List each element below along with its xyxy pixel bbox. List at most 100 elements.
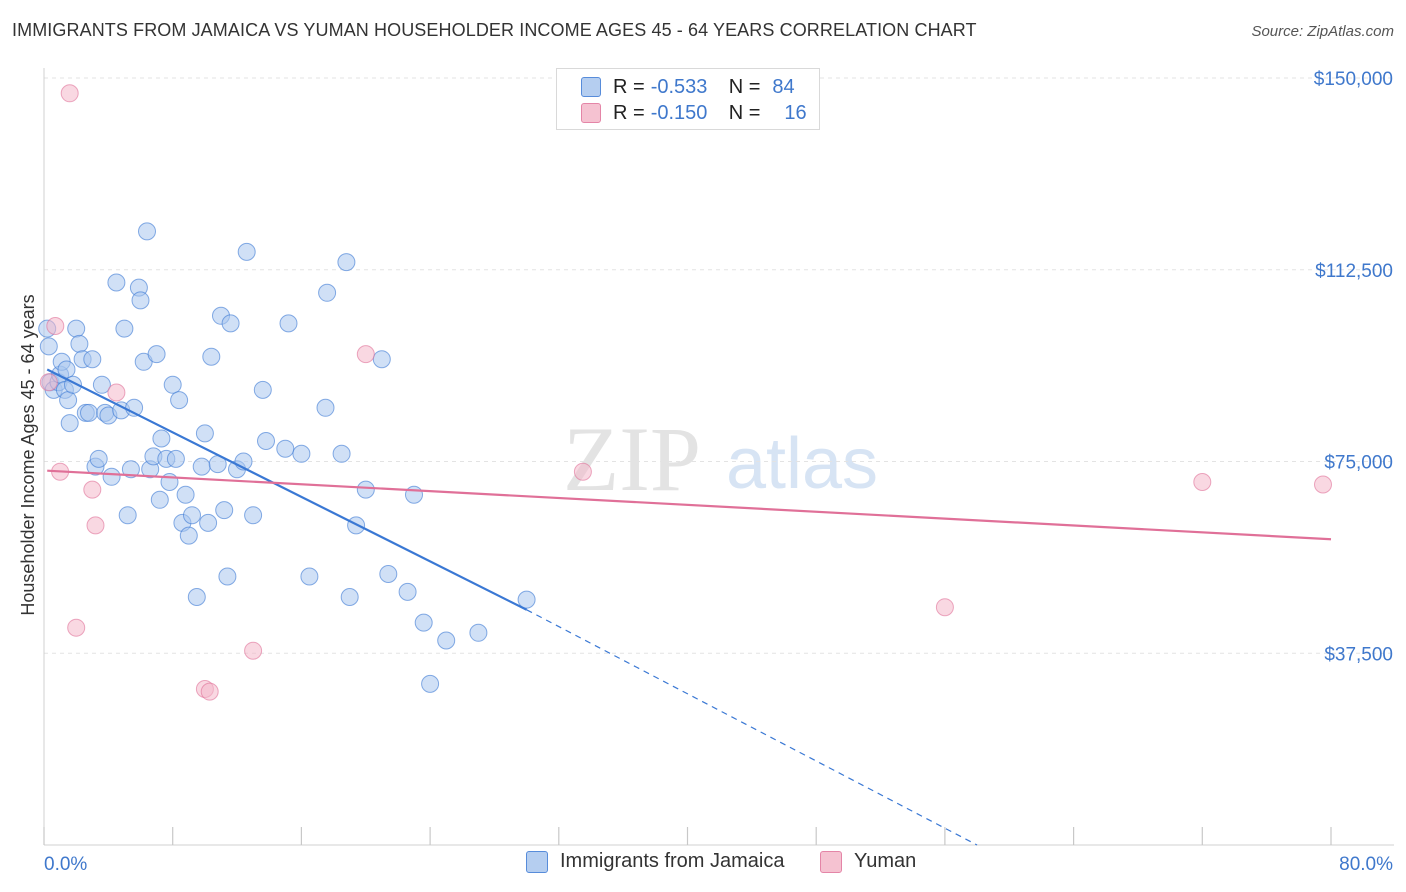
watermark-atlas: atlas	[726, 424, 878, 504]
x-tick-label-min: 0.0%	[44, 854, 87, 875]
r-label: R =	[613, 75, 645, 98]
data-point-jamaica	[176, 485, 195, 504]
n-value: 84	[772, 75, 795, 98]
data-point-jamaica	[131, 291, 150, 310]
data-point-jamaica	[437, 631, 456, 650]
data-point-jamaica	[92, 375, 111, 394]
series-immigrants-from-jamaica	[38, 222, 536, 693]
data-point-jamaica	[356, 480, 375, 499]
stats-swatch-jamaica	[581, 77, 601, 97]
stats-legend-row-yuman: R = -0.150 N = 16	[581, 100, 807, 126]
data-point-jamaica	[166, 449, 185, 468]
data-point-jamaica	[300, 567, 319, 586]
y-tick-labels: $37,500 $75,000 $112,500 $150,000	[1314, 69, 1393, 665]
data-point-jamaica	[221, 314, 240, 333]
data-point-jamaica	[372, 350, 391, 369]
watermark-zip: ZIP	[563, 408, 701, 510]
legend-item-yuman[interactable]: Yuman	[820, 850, 916, 873]
data-point-jamaica	[469, 623, 488, 642]
data-point-yuman	[1193, 473, 1212, 491]
data-point-jamaica	[39, 337, 58, 356]
data-point-jamaica	[337, 253, 356, 272]
data-point-yuman	[356, 345, 375, 364]
chart-title: IMMIGRANTS FROM JAMAICA VS YUMAN HOUSEHO…	[12, 20, 977, 40]
data-point-jamaica	[102, 467, 121, 486]
data-point-yuman	[935, 598, 954, 617]
series-yuman	[39, 84, 1332, 701]
data-point-jamaica	[257, 432, 275, 450]
data-point-jamaica	[118, 506, 137, 525]
data-point-jamaica	[89, 449, 108, 468]
data-point-yuman	[107, 383, 126, 402]
data-point-jamaica	[405, 485, 423, 504]
trend-lines	[46, 368, 1332, 846]
data-point-jamaica	[67, 319, 86, 338]
data-point-yuman	[67, 618, 86, 637]
data-point-jamaica	[183, 506, 201, 525]
y-tick-label: $37,500	[1324, 644, 1393, 665]
stats-swatch-yuman	[581, 103, 601, 123]
y-tick-label: $150,000	[1314, 69, 1393, 90]
n-value: 16	[784, 101, 807, 124]
data-point-jamaica	[379, 565, 398, 583]
axes	[43, 68, 1394, 846]
y-axis-label: Householder Income Ages 45 - 64 years	[18, 294, 38, 615]
data-point-jamaica	[195, 424, 214, 443]
y-tick-label: $75,000	[1324, 453, 1393, 474]
data-point-jamaica	[115, 319, 134, 338]
data-point-jamaica	[138, 222, 156, 241]
data-point-jamaica	[398, 582, 417, 601]
legend-item-jamaica[interactable]: Immigrants from Jamaica	[526, 850, 785, 873]
watermark: ZIP atlas	[563, 408, 878, 510]
data-point-jamaica	[107, 273, 126, 292]
data-point-yuman	[244, 641, 263, 660]
trend-line-jamaica	[46, 368, 528, 611]
data-point-jamaica	[80, 403, 98, 422]
legend-label-jamaica: Immigrants from Jamaica	[560, 850, 785, 872]
data-point-jamaica	[237, 242, 256, 261]
data-point-jamaica	[340, 588, 359, 606]
data-point-jamaica	[253, 380, 272, 399]
data-point-jamaica	[292, 444, 311, 463]
data-point-jamaica	[517, 590, 536, 609]
x-tick-labels: 0.0% 80.0%	[44, 854, 1393, 875]
r-label: R =	[613, 101, 645, 124]
data-point-jamaica	[279, 314, 298, 333]
stats-legend-row-jamaica: R = -0.533 N = 84	[581, 74, 795, 100]
data-point-jamaica	[83, 350, 102, 369]
data-point-jamaica	[163, 375, 182, 394]
data-point-yuman	[573, 462, 592, 481]
data-point-jamaica	[150, 490, 169, 509]
data-point-jamaica	[218, 567, 237, 586]
data-point-jamaica	[421, 674, 440, 693]
data-point-jamaica	[202, 347, 221, 366]
data-point-jamaica	[414, 613, 433, 632]
data-point-jamaica	[147, 345, 166, 364]
data-point-jamaica	[179, 526, 198, 545]
data-point-yuman	[86, 516, 105, 535]
series-legend: Immigrants from Jamaica Yuman	[0, 850, 1406, 878]
n-label: N =	[728, 101, 761, 124]
stats-legend: R = -0.533 N = 84 R = -0.150 N = 16	[556, 68, 820, 130]
data-point-jamaica	[59, 391, 78, 410]
data-point-jamaica	[60, 414, 79, 433]
data-point-yuman	[39, 373, 58, 392]
data-point-jamaica	[192, 457, 211, 476]
n-label: N =	[728, 75, 761, 98]
data-point-yuman	[200, 682, 219, 701]
r-value: -0.150	[650, 101, 708, 124]
data-point-jamaica	[276, 439, 295, 458]
data-point-jamaica	[316, 398, 335, 417]
legend-swatch-jamaica	[526, 850, 548, 873]
legend-label-yuman: Yuman	[854, 850, 917, 872]
y-tick-label: $112,500	[1315, 261, 1393, 282]
data-point-jamaica	[70, 334, 89, 353]
data-point-yuman	[1314, 475, 1332, 494]
x-tick-label-max: 80.0%	[1339, 854, 1393, 875]
data-point-jamaica	[121, 460, 140, 479]
data-point-jamaica	[170, 391, 189, 410]
trend-line-jamaica-extension	[526, 609, 978, 846]
grid-lines	[44, 77, 1394, 654]
source-label: Source: ZipAtlas.com	[1251, 23, 1394, 40]
